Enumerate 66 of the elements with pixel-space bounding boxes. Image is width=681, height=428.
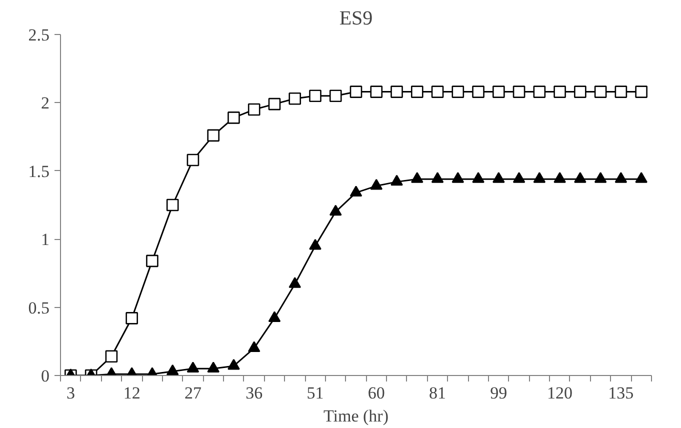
x-tick-label: 135 xyxy=(608,384,634,402)
point xyxy=(309,238,322,250)
point xyxy=(512,172,526,183)
point xyxy=(350,186,362,197)
point xyxy=(533,86,546,98)
point xyxy=(614,172,628,183)
point xyxy=(594,86,607,98)
point xyxy=(431,172,444,183)
point xyxy=(452,86,464,98)
chart-title: ES9 xyxy=(339,8,373,30)
y-tick-label: 0 xyxy=(41,366,50,386)
point xyxy=(410,172,424,183)
x-tick-label: 99 xyxy=(490,384,508,402)
point xyxy=(288,277,302,288)
point xyxy=(512,86,526,98)
point xyxy=(248,341,260,352)
x-axis-title: Time (hr) xyxy=(323,406,389,426)
point xyxy=(472,86,484,98)
y-tick-label: 1 xyxy=(41,230,50,250)
y-tick-label: 2.5 xyxy=(28,26,50,44)
y-tick-label: 2 xyxy=(41,94,50,113)
x-tick-label: 12 xyxy=(123,384,140,402)
x-tick-label: 27 xyxy=(184,384,202,402)
point xyxy=(431,86,444,98)
point xyxy=(472,172,484,183)
point xyxy=(614,86,628,98)
point xyxy=(370,178,383,190)
point xyxy=(228,112,240,124)
x-tick-label: 120 xyxy=(547,384,573,402)
x-tick-label: 3 xyxy=(66,384,75,402)
x-tick-label: 51 xyxy=(306,384,324,402)
point xyxy=(492,86,505,98)
y-tick-label: 1.5 xyxy=(28,162,50,181)
point xyxy=(166,364,179,376)
point xyxy=(410,86,424,98)
point xyxy=(452,172,464,183)
point xyxy=(635,86,648,98)
point xyxy=(492,172,505,183)
point xyxy=(268,98,281,110)
point xyxy=(390,86,403,98)
point xyxy=(329,90,342,102)
x-tick-label: 36 xyxy=(246,384,263,402)
point xyxy=(329,204,342,216)
point xyxy=(248,103,260,116)
point xyxy=(574,86,586,98)
point xyxy=(390,174,403,186)
point xyxy=(166,198,179,212)
point xyxy=(594,172,607,183)
point xyxy=(554,172,566,183)
point xyxy=(309,90,322,102)
point xyxy=(533,172,546,183)
point xyxy=(268,311,281,322)
point xyxy=(207,129,220,142)
point xyxy=(350,86,362,98)
x-tick-label: 81 xyxy=(429,384,446,402)
point xyxy=(635,172,648,183)
point xyxy=(186,362,200,373)
point xyxy=(228,358,240,370)
point xyxy=(207,362,220,373)
point xyxy=(186,154,200,166)
point xyxy=(288,92,302,105)
y-tick-label: 0.5 xyxy=(28,298,50,318)
x-tick-label: 60 xyxy=(368,384,385,402)
point xyxy=(554,86,566,98)
point xyxy=(370,86,383,98)
point xyxy=(574,172,586,183)
